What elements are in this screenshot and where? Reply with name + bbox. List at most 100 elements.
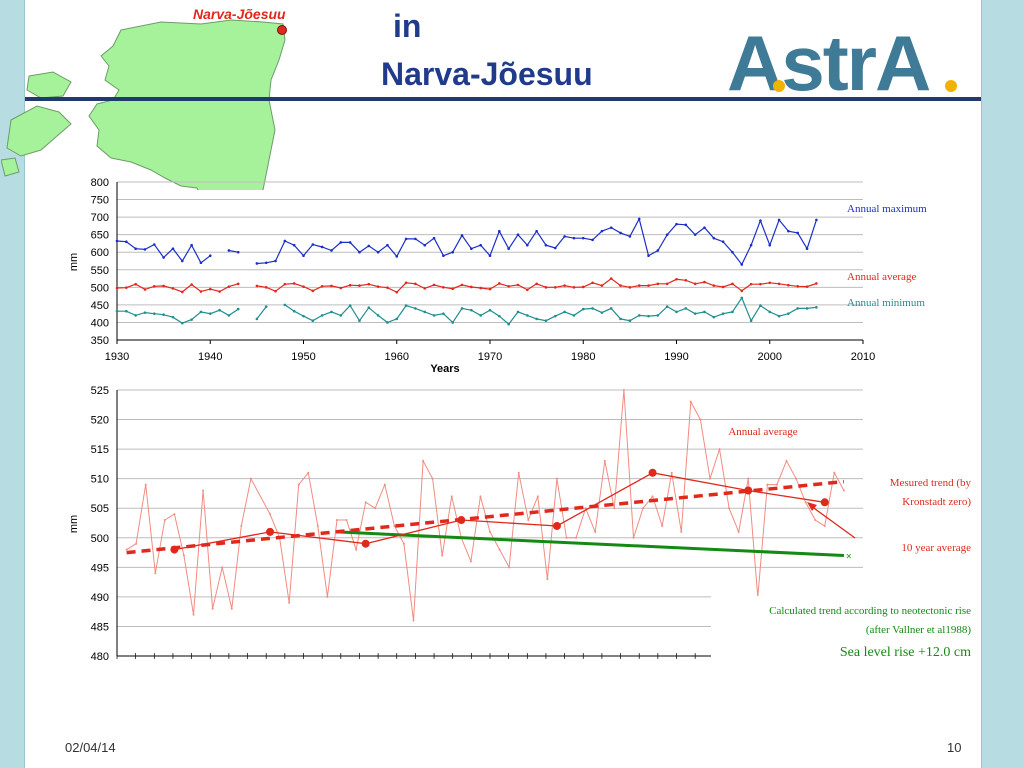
- data-point: [115, 309, 119, 313]
- data-point: [320, 245, 324, 249]
- legend-label: Annual maximum: [847, 203, 927, 215]
- data-point: [451, 287, 455, 291]
- data-point: [517, 471, 520, 474]
- data-point: [609, 277, 613, 280]
- data-point: [775, 483, 778, 486]
- data-point: [749, 319, 753, 322]
- data-point: [728, 507, 731, 510]
- data-point: [451, 250, 455, 254]
- data-point: [451, 321, 455, 324]
- data-point: [815, 282, 818, 285]
- data-point: [591, 281, 594, 285]
- data-point: [805, 285, 809, 288]
- data-point: [221, 566, 224, 569]
- data-point: [264, 286, 268, 289]
- data-point: [603, 459, 606, 462]
- estonia-map: [1, 19, 287, 190]
- data-point: [675, 222, 678, 226]
- data-point: [777, 282, 781, 286]
- data-point: [777, 218, 781, 222]
- data-point: [600, 229, 604, 233]
- bottom-chart: 480 485 490 495 500 505 510 515 520 525 mm × Annual …: [68, 385, 975, 664]
- data-point: [565, 536, 568, 539]
- data-point: [163, 519, 166, 522]
- data-point: [162, 256, 165, 259]
- data-point: [441, 554, 444, 557]
- data-point: [358, 250, 361, 254]
- data-point: [227, 249, 231, 252]
- data-point: [173, 513, 176, 516]
- data-point: [311, 319, 315, 322]
- data-point: [680, 530, 683, 533]
- data-point: [647, 314, 650, 318]
- data-point: [395, 255, 399, 258]
- data-point: [544, 243, 548, 247]
- data-point: [470, 308, 473, 312]
- data-point: [498, 548, 501, 551]
- data-point: [526, 314, 529, 317]
- x-tick-label: 1930: [105, 351, 129, 363]
- data-point: [507, 247, 510, 251]
- data-point: [469, 560, 472, 563]
- data-point: [712, 284, 716, 287]
- data-point: [572, 286, 576, 289]
- data-point: [479, 495, 482, 498]
- data-point: [307, 471, 310, 474]
- annual-average-line: [126, 389, 845, 621]
- y-tick-label: 500: [91, 282, 109, 294]
- data-point: [785, 459, 788, 462]
- data-point: [274, 259, 277, 263]
- data-point: [553, 286, 557, 289]
- data-point: [665, 305, 669, 308]
- data-point: [581, 285, 585, 289]
- data-point: [749, 243, 753, 247]
- data-point: [479, 243, 482, 247]
- data-point: [358, 319, 361, 322]
- measured-trend-label: Mesured trend (by: [890, 477, 972, 489]
- y-tick-label: 550: [91, 265, 109, 277]
- data-point: [516, 233, 520, 236]
- data-point: [628, 235, 632, 238]
- data-point: [628, 286, 632, 289]
- data-point: [488, 254, 492, 258]
- measured-trend-label: Kronstadt zero): [902, 496, 971, 508]
- data-point: [703, 310, 706, 314]
- data-point: [535, 282, 538, 286]
- map-mainland: [88, 19, 286, 190]
- data-point: [731, 310, 734, 314]
- data-point: [190, 243, 193, 247]
- data-point: [805, 247, 809, 251]
- map-island-tiny: [1, 157, 20, 177]
- data-point: [609, 307, 613, 310]
- data-point: [749, 282, 753, 286]
- data-point: [143, 288, 147, 291]
- series-line-1: [116, 277, 817, 293]
- data-point: [619, 231, 622, 235]
- data-point: [787, 283, 790, 287]
- data-point: [367, 282, 371, 286]
- data-point: [460, 307, 464, 310]
- data-point: [330, 249, 333, 252]
- data-point: [236, 282, 240, 286]
- data-point: [450, 495, 453, 498]
- ten-year-label: 10 year average: [901, 542, 971, 554]
- data-point: [632, 536, 635, 539]
- y-axis-label: mm: [68, 515, 80, 533]
- data-point: [125, 286, 128, 289]
- data-point: [508, 566, 511, 569]
- data-point: [619, 284, 622, 287]
- x-tick-label: 1940: [198, 351, 222, 363]
- data-point: [815, 306, 818, 309]
- data-point: [759, 219, 762, 222]
- data-point: [591, 238, 594, 242]
- data-point: [153, 243, 156, 246]
- data-point: [386, 243, 389, 247]
- data-point: [393, 524, 396, 527]
- y-tick-label: 515: [91, 444, 109, 456]
- y-tick-label: 480: [91, 651, 109, 663]
- y-tick-label: 525: [91, 385, 109, 397]
- data-point: [768, 310, 772, 314]
- data-point: [264, 261, 268, 265]
- data-point: [661, 524, 664, 527]
- data-point: [355, 548, 358, 551]
